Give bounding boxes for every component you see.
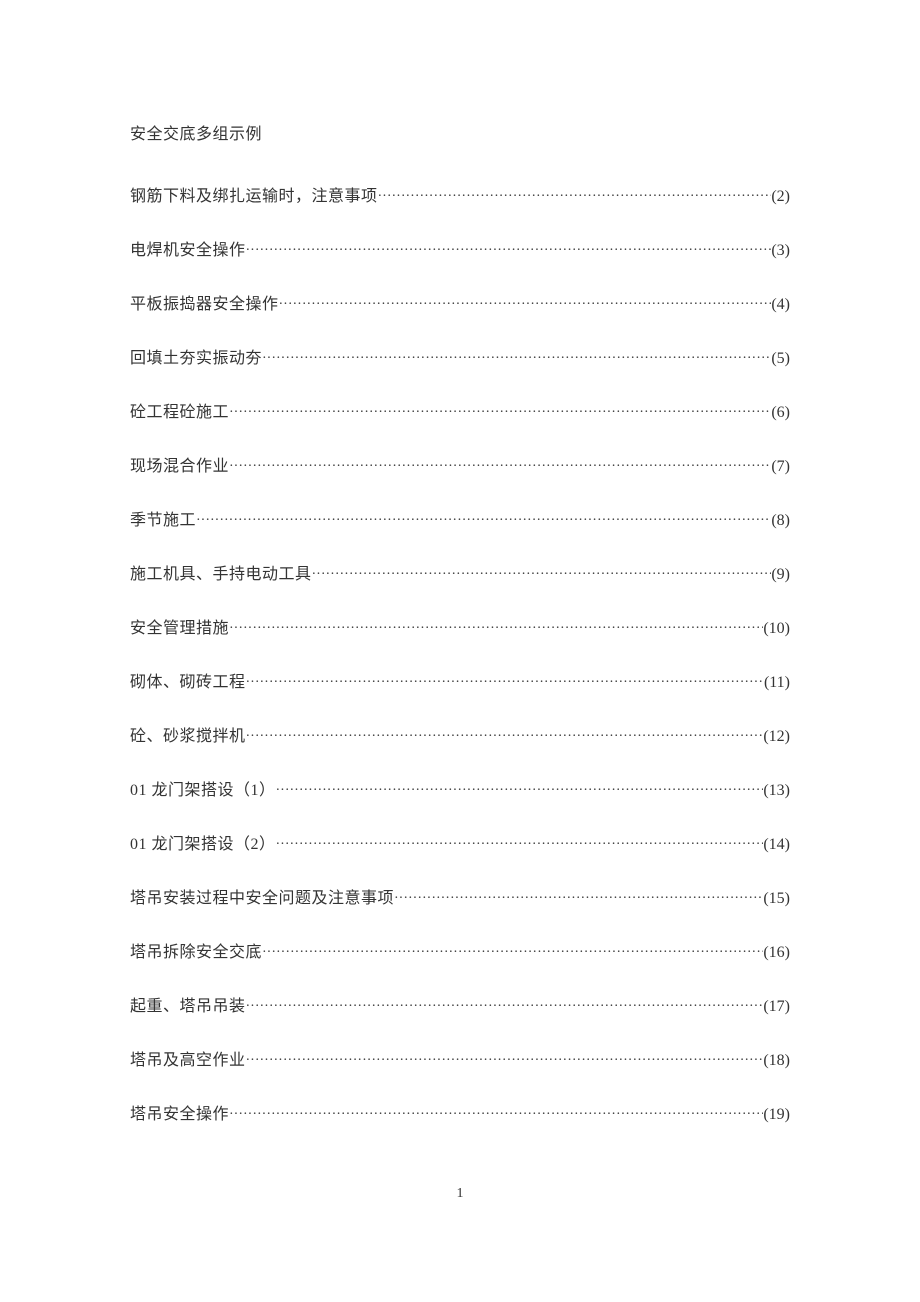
toc-entry-label: 现场混合作业 [130,452,229,476]
toc-entry-page: (14) [763,836,790,854]
toc-leader-dots [246,243,772,259]
toc-entry: 01 龙门架搭设（1） (13) [130,776,790,800]
toc-leader-dots [246,1053,764,1069]
toc-entry-label: 砼、砂浆搅拌机 [130,722,246,746]
toc-entry-label: 回填土夯实振动夯 [130,344,262,368]
toc-leader-dots [276,837,764,853]
toc-entry: 回填土夯实振动夯 (5) [130,344,790,368]
toc-entry-page: (17) [763,998,790,1016]
toc-entry-page: (3) [771,242,790,260]
toc-entry: 砼工程砼施工 (6) [130,398,790,422]
toc-entry: 塔吊安全操作 (19) [130,1100,790,1124]
document-title: 安全交底多组示例 [130,120,790,144]
toc-entry-label: 塔吊及高空作业 [130,1046,246,1070]
toc-entry-label: 塔吊拆除安全交底 [130,938,262,962]
toc-leader-dots [262,945,763,961]
toc-leader-dots [246,999,764,1015]
toc-leader-dots [196,513,771,529]
toc-entry-page: (8) [771,512,790,530]
toc-entry: 施工机具、手持电动工具 (9) [130,560,790,584]
page-number: 1 [0,1186,920,1202]
toc-leader-dots [246,675,764,691]
toc-entry: 钢筋下料及绑扎运输时，注意事项 (2) [130,182,790,206]
toc-entry-label: 砼工程砼施工 [130,398,229,422]
toc-entry-page: (9) [771,566,790,584]
toc-entry-label: 平板振捣器安全操作 [130,290,279,314]
toc-list: 钢筋下料及绑扎运输时，注意事项 (2) 电焊机安全操作 (3) 平板振捣器安全操作 (4)… [130,182,790,1154]
toc-entry: 塔吊及高空作业 (18) [130,1046,790,1070]
toc-entry-page: (18) [763,1052,790,1070]
toc-entry: 砼、砂浆搅拌机 (12) [130,722,790,746]
page-content: 安全交底多组示例 钢筋下料及绑扎运输时，注意事项 (2) 电焊机安全操作 (3) 平板振… [0,0,920,1154]
toc-entry-label: 01 龙门架搭设（2） [130,830,276,854]
toc-leader-dots [276,783,764,799]
toc-leader-dots [378,189,772,205]
toc-entry-label: 钢筋下料及绑扎运输时，注意事项 [130,182,378,206]
toc-entry-page: (19) [763,1106,790,1124]
toc-leader-dots [262,351,771,367]
toc-leader-dots [229,621,763,637]
toc-entry-page: (13) [763,782,790,800]
toc-leader-dots [312,567,772,583]
toc-entry: 砌体、砌砖工程 (11) [130,668,790,692]
toc-leader-dots [279,297,772,313]
toc-entry: 塔吊拆除安全交底 (16) [130,938,790,962]
toc-entry: 起重、塔吊吊装 (17) [130,992,790,1016]
toc-entry-label: 安全管理措施 [130,614,229,638]
toc-entry-label: 01 龙门架搭设（1） [130,776,276,800]
toc-entry: 电焊机安全操作 (3) [130,236,790,260]
toc-leader-dots [229,405,771,421]
toc-entry-page: (16) [763,944,790,962]
toc-entry-label: 季节施工 [130,506,196,530]
toc-entry-label: 塔吊安装过程中安全问题及注意事项 [130,884,394,908]
toc-entry: 塔吊安装过程中安全问题及注意事项 (15) [130,884,790,908]
toc-leader-dots [229,1107,763,1123]
toc-entry: 现场混合作业 (7) [130,452,790,476]
toc-entry: 平板振捣器安全操作 (4) [130,290,790,314]
toc-entry-page: (5) [771,350,790,368]
toc-entry-label: 施工机具、手持电动工具 [130,560,312,584]
toc-entry-label: 砌体、砌砖工程 [130,668,246,692]
toc-entry: 01 龙门架搭设（2） (14) [130,830,790,854]
toc-entry-page: (10) [763,620,790,638]
toc-entry-page: (4) [771,296,790,314]
toc-leader-dots [394,891,763,907]
toc-entry-page: (11) [764,674,790,692]
toc-leader-dots [246,729,764,745]
toc-entry-page: (15) [763,890,790,908]
toc-entry: 安全管理措施 (10) [130,614,790,638]
toc-entry-page: (2) [771,188,790,206]
toc-leader-dots [229,459,771,475]
toc-entry-label: 塔吊安全操作 [130,1100,229,1124]
toc-entry-page: (6) [771,404,790,422]
toc-entry-label: 起重、塔吊吊装 [130,992,246,1016]
toc-entry-label: 电焊机安全操作 [130,236,246,260]
toc-entry: 季节施工 (8) [130,506,790,530]
toc-entry-page: (7) [771,458,790,476]
toc-entry-page: (12) [763,728,790,746]
